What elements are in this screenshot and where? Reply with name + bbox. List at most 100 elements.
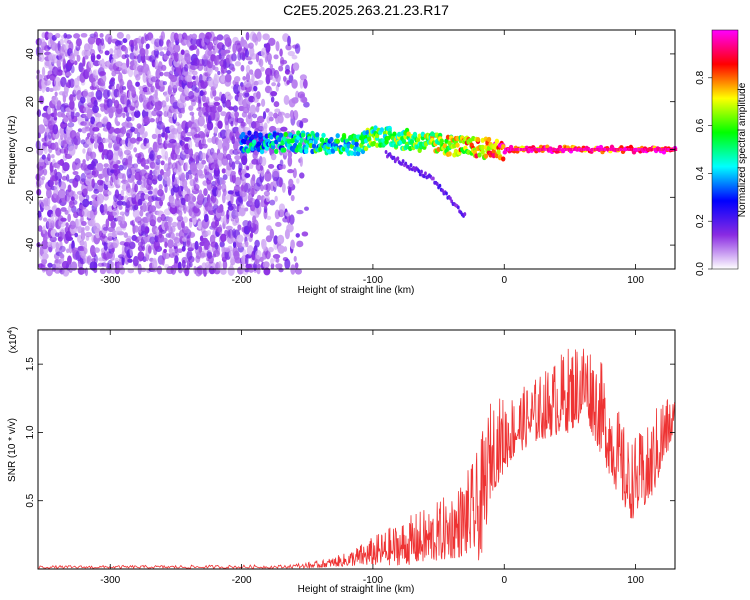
spectrogram-signal <box>291 147 296 153</box>
spectrogram-cell <box>51 95 59 105</box>
spectrogram-cell <box>162 252 171 260</box>
spectrogram-cell <box>97 184 104 193</box>
spectrogram-signal <box>315 132 320 138</box>
y-tick-label: 20 <box>25 96 36 108</box>
spectrogram-cell <box>301 231 309 237</box>
spectrogram-cell <box>77 128 83 133</box>
spectrogram-cell <box>159 169 164 176</box>
spectrogram-cell <box>72 170 79 176</box>
spectrogram-core <box>619 148 623 151</box>
spectrogram-core <box>635 148 638 151</box>
spectrogram-core <box>659 148 662 151</box>
spectrogram-cell <box>82 159 86 165</box>
spectrogram-core <box>643 148 646 151</box>
spectrogram-signal <box>363 145 369 152</box>
spectrogram-cell <box>54 32 61 39</box>
spectrogram-cell <box>201 159 207 165</box>
spectrogram-cell <box>234 176 242 187</box>
spectrogram-cell <box>270 262 275 270</box>
spectrogram-signal <box>354 141 359 147</box>
spectrogram-cell <box>263 190 270 197</box>
spectrogram-cell <box>244 240 249 248</box>
spectrogram-cell <box>204 213 209 223</box>
spectrogram-cell <box>178 112 183 119</box>
spectrogram-signal <box>300 132 306 138</box>
spectrogram-cell <box>232 105 238 112</box>
spectrogram-cell <box>193 183 200 191</box>
spectrogram-signal <box>335 133 340 139</box>
spectrogram-core <box>588 148 591 151</box>
spectrogram-cell <box>234 61 242 67</box>
spectrogram-cell <box>105 218 110 229</box>
spectrogram-cell <box>123 106 129 113</box>
spectrogram-cell <box>273 101 280 108</box>
spectrogram-cell <box>122 112 126 119</box>
spectrogram-cell <box>67 213 71 223</box>
spectrogram-cell <box>219 203 224 213</box>
spectrogram-core <box>569 148 573 151</box>
spectrogram-cell <box>181 190 187 196</box>
spectrogram-cell <box>284 258 291 270</box>
spectrogram-cell <box>44 31 50 41</box>
spectrogram-cell <box>187 241 193 251</box>
spectrogram-cell <box>164 132 168 141</box>
spectrogram-signal <box>401 138 407 144</box>
spectrogram-cell <box>115 226 123 233</box>
spectrogram-cell <box>189 44 198 51</box>
spectrogram-cell <box>213 74 221 85</box>
spectrogram-cell <box>287 168 294 174</box>
spectrogram-signal <box>296 135 301 141</box>
x-tick-label: 100 <box>627 275 644 286</box>
spectrogram-cell <box>238 162 243 173</box>
spectrogram-signal <box>258 132 263 138</box>
spectrogram-cell <box>54 182 59 193</box>
spectrogram-core <box>601 148 604 151</box>
spectrogram-signal <box>346 143 351 149</box>
spectrogram-core <box>506 148 510 151</box>
spectrogram-cell <box>207 41 214 51</box>
spectrogram-cell <box>256 194 262 201</box>
spectrogram-cell <box>73 60 78 66</box>
spectrogram-cell <box>159 51 165 57</box>
spectrogram-cell <box>204 165 208 170</box>
spectrogram-cell <box>203 188 208 196</box>
spectrogram-cell <box>95 74 99 81</box>
spectrogram-cell <box>59 38 64 46</box>
spectrogram-cell <box>234 155 241 161</box>
spectrogram-cell <box>287 155 293 167</box>
spectrogram-cell <box>201 94 207 103</box>
spectrogram-branch <box>408 166 412 171</box>
spectrogram-cell <box>206 120 214 131</box>
spectrogram-cell <box>167 239 174 249</box>
spectrogram-cell <box>226 153 232 161</box>
spectrogram-cell <box>58 181 67 191</box>
spectrogram-cell <box>262 33 270 41</box>
spectrogram-cell <box>81 227 85 232</box>
spectrogram-cell <box>164 184 168 194</box>
spectrogram-cell <box>206 58 214 69</box>
spectrogram-cell <box>200 132 206 139</box>
spectrogram-cell <box>112 163 119 169</box>
spectrogram-cell <box>290 194 295 202</box>
spectrogram-cell <box>53 204 57 210</box>
spectrogram-cell <box>153 240 160 250</box>
x-tick-label: -200 <box>232 575 252 586</box>
spectrogram-core <box>504 148 507 151</box>
spectrogram-cell <box>239 150 248 162</box>
spectrogram-cell <box>93 254 98 265</box>
spectrogram-cell <box>74 232 79 238</box>
spectrogram-branch <box>431 176 435 181</box>
spectrogram-cell <box>133 204 139 211</box>
spectrogram-cell <box>144 48 149 57</box>
spectrogram-cell <box>149 169 153 176</box>
spectrogram-cell <box>100 37 105 46</box>
spectrogram-cell <box>84 231 93 238</box>
spectrogram-cell <box>93 247 100 253</box>
spectrogram-cell <box>126 153 133 161</box>
spectrogram-cell <box>278 267 284 273</box>
spectrogram-cell <box>47 153 51 162</box>
spectrogram-core <box>562 148 565 151</box>
spectrogram-cell <box>174 255 179 264</box>
spectrogram-core <box>664 148 667 151</box>
